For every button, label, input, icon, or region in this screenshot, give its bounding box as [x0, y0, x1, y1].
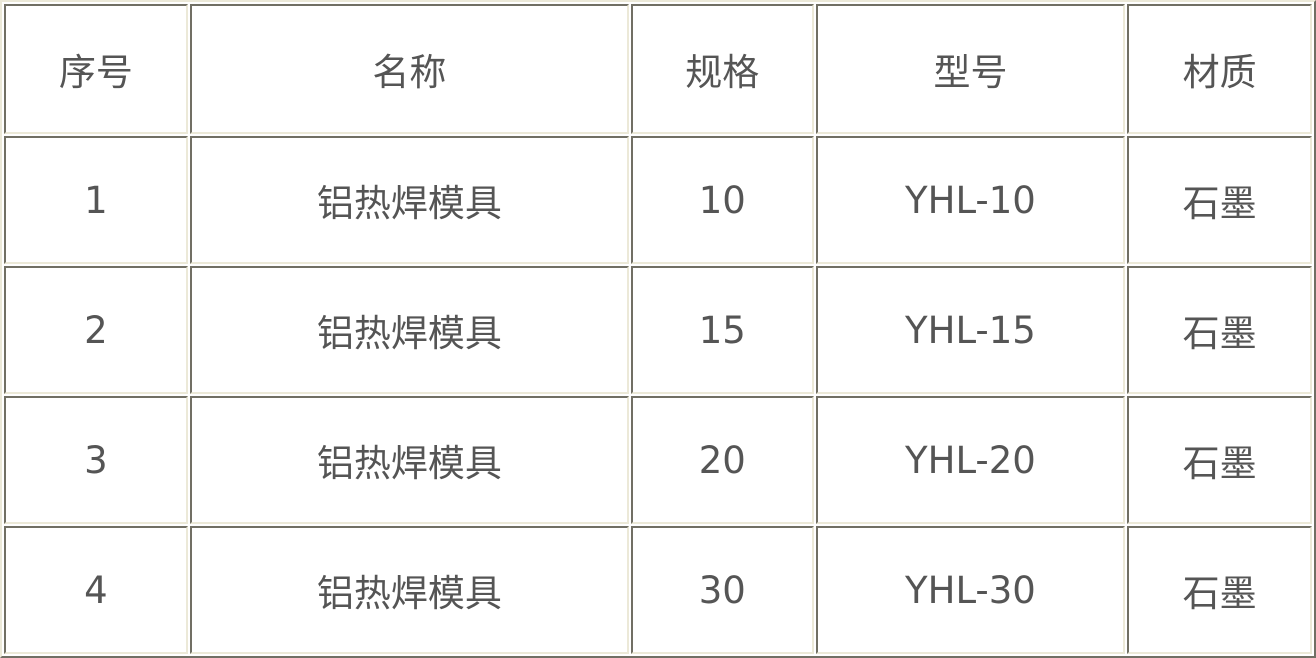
- cell-material: 石墨: [1127, 136, 1312, 264]
- cell-spec: 15: [630, 266, 814, 394]
- table-row: 3 铝热焊模具 20 YHL-20 石墨: [4, 396, 1312, 524]
- cell-model: YHL-20: [815, 396, 1126, 524]
- cell-name: 铝热焊模具: [189, 136, 629, 264]
- table-row: 4 铝热焊模具 30 YHL-30 石墨: [4, 526, 1312, 654]
- cell-material: 石墨: [1127, 266, 1312, 394]
- header-cell-name: 名称: [189, 4, 629, 134]
- table-row: 1 铝热焊模具 10 YHL-10 石墨: [4, 136, 1312, 264]
- header-cell-model: 型号: [815, 4, 1126, 134]
- cell-name: 铝热焊模具: [189, 396, 629, 524]
- cell-spec: 10: [630, 136, 814, 264]
- cell-model: YHL-30: [815, 526, 1126, 654]
- cell-spec: 20: [630, 396, 814, 524]
- cell-index: 4: [4, 526, 188, 654]
- header-row: 序号 名称 规格 型号 材质: [4, 4, 1312, 134]
- cell-index: 2: [4, 266, 188, 394]
- cell-name: 铝热焊模具: [189, 266, 629, 394]
- cell-index: 1: [4, 136, 188, 264]
- cell-material: 石墨: [1127, 396, 1312, 524]
- header-cell-material: 材质: [1127, 4, 1312, 134]
- cell-model: YHL-10: [815, 136, 1126, 264]
- header-cell-spec: 规格: [630, 4, 814, 134]
- cell-material: 石墨: [1127, 526, 1312, 654]
- table-row: 2 铝热焊模具 15 YHL-15 石墨: [4, 266, 1312, 394]
- header-cell-index: 序号: [4, 4, 188, 134]
- cell-model: YHL-15: [815, 266, 1126, 394]
- cell-index: 3: [4, 396, 188, 524]
- cell-spec: 30: [630, 526, 814, 654]
- cell-name: 铝热焊模具: [189, 526, 629, 654]
